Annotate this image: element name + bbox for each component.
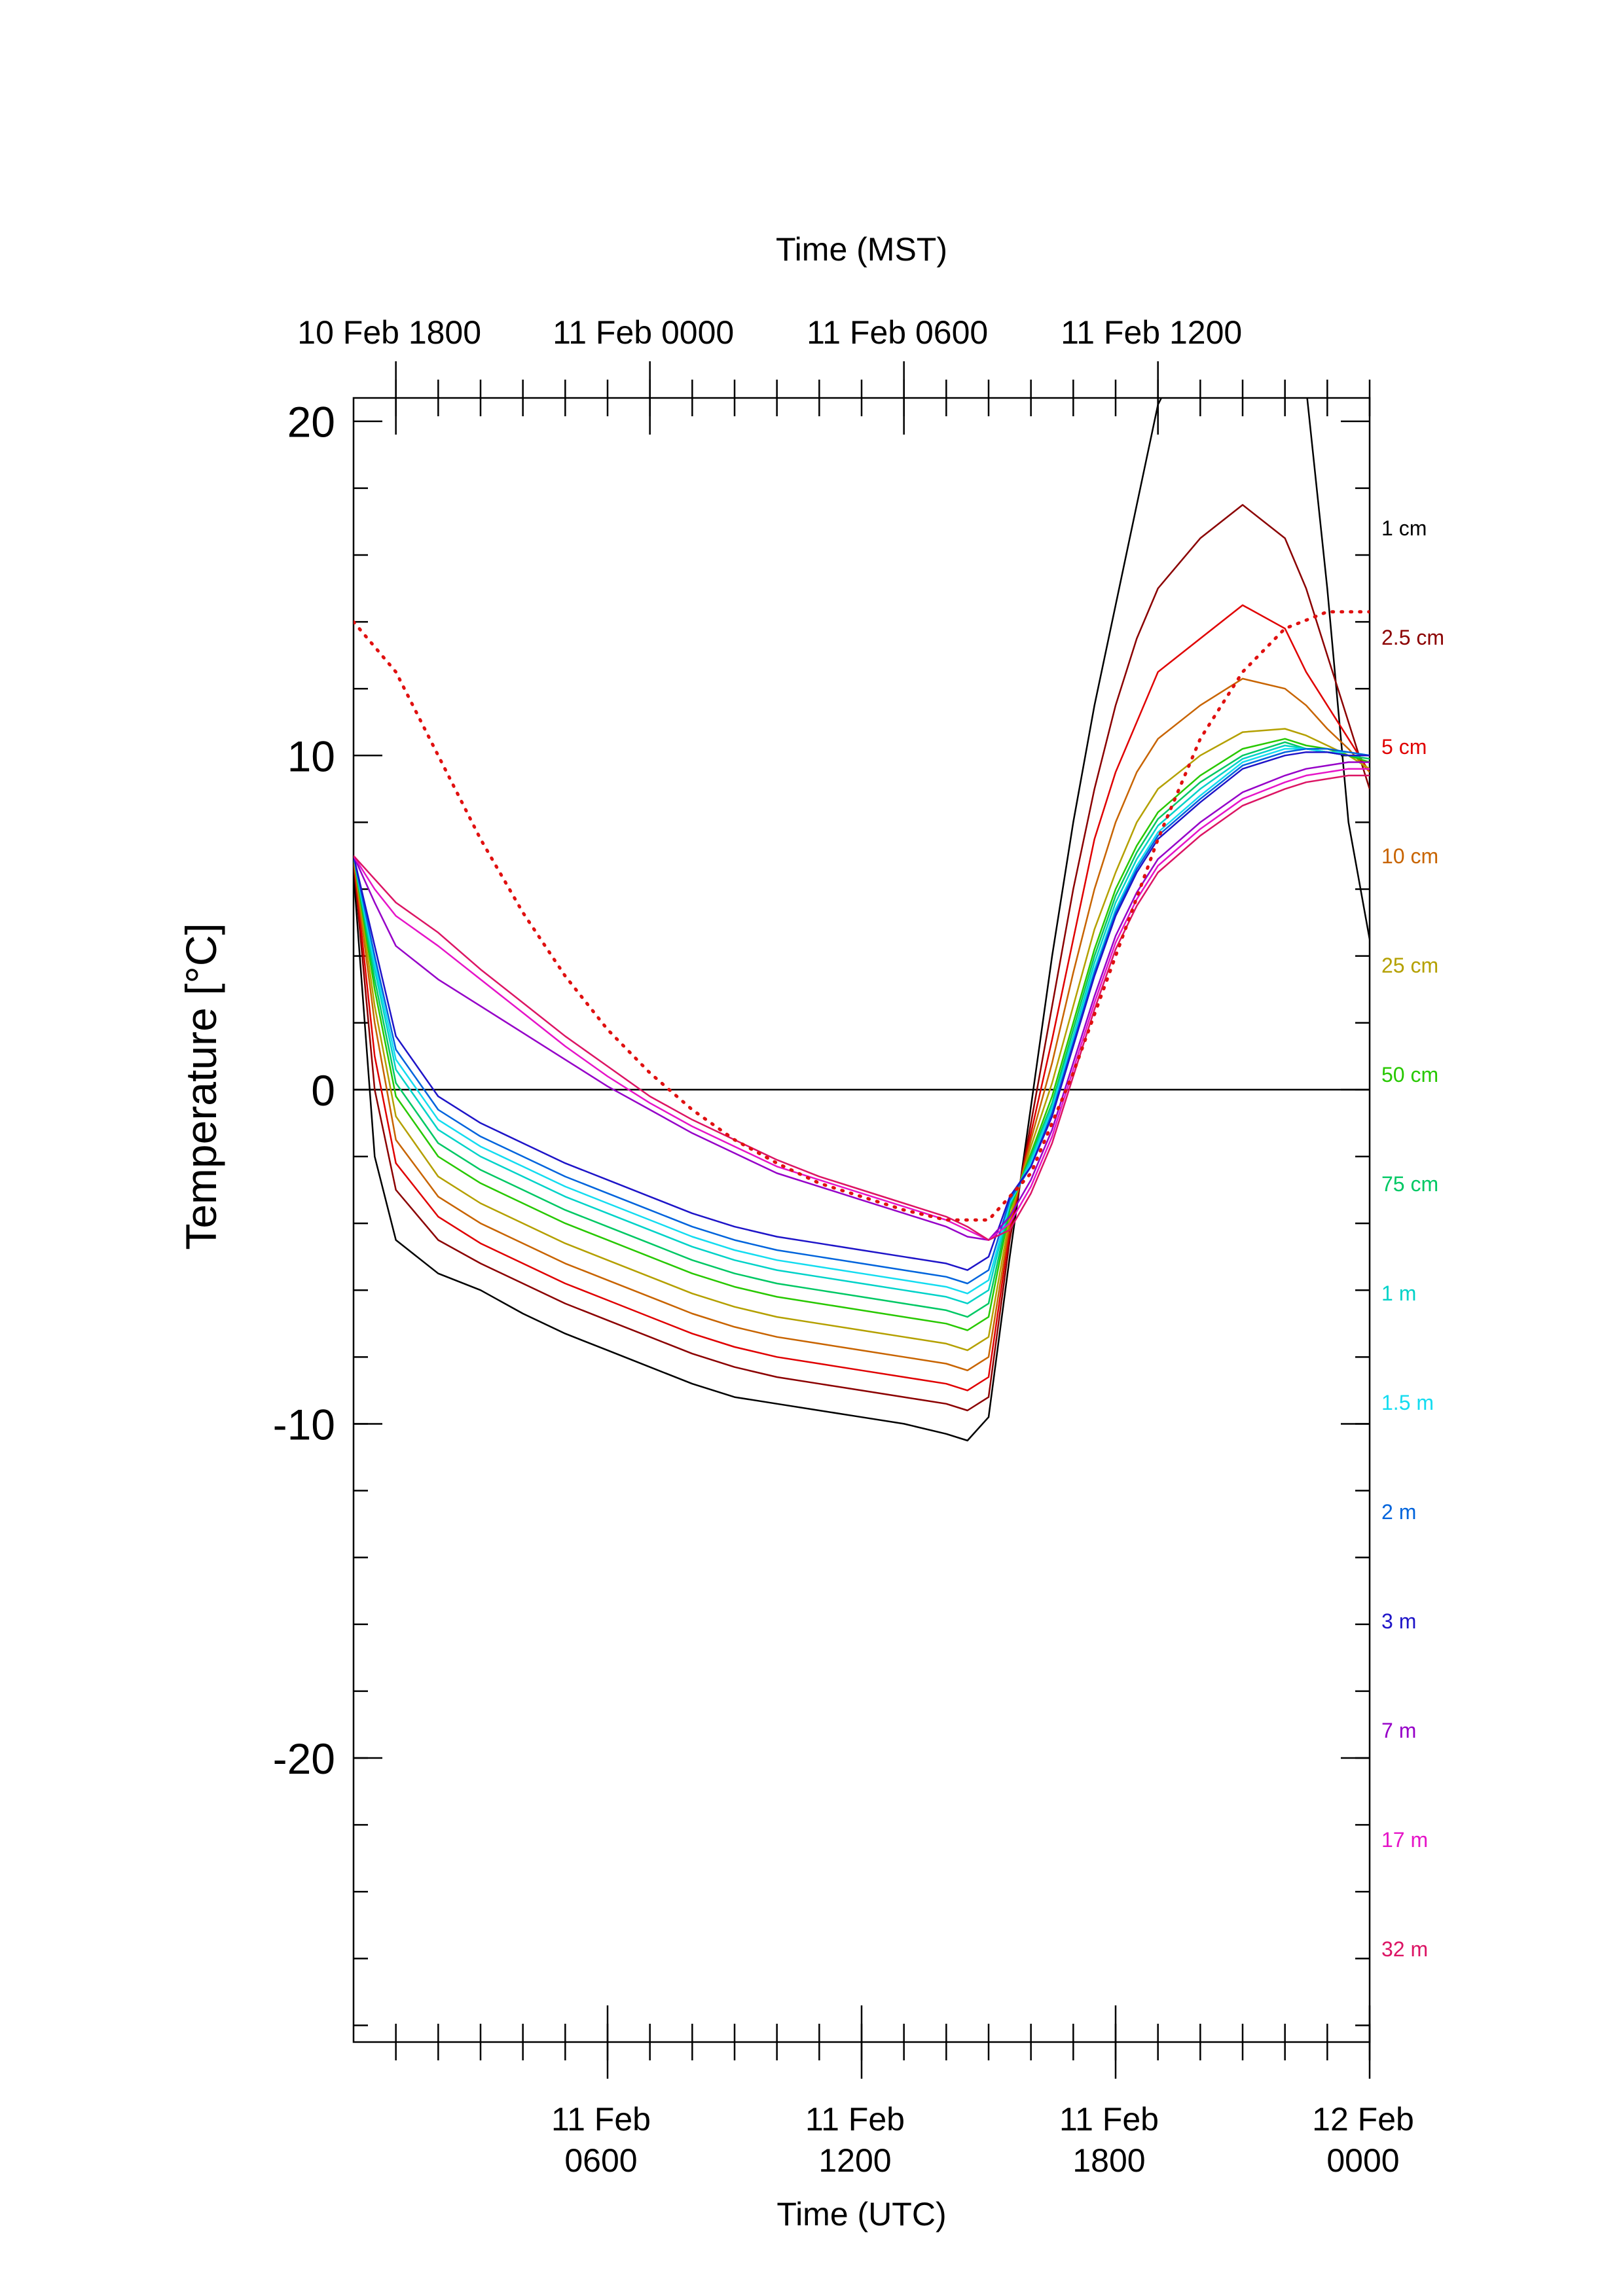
- legend-label: 1.5 m: [1381, 1391, 1434, 1414]
- bottom-tick-label-date: 11 Feb: [805, 2101, 905, 2138]
- y-tick-label: -20: [273, 1734, 335, 1783]
- series-25-cm: [354, 728, 1370, 1352]
- series-group: [354, 398, 1370, 1442]
- plot-border: [352, 397, 1371, 2043]
- legend-label: 3 m: [1381, 1609, 1416, 1633]
- legend-label: 32 m: [1381, 1937, 1428, 1961]
- legend-label: 17 m: [1381, 1828, 1428, 1852]
- y-tick-label: 20: [287, 398, 335, 446]
- legend-layer: 1 cm 2.5 cm 5 cm 10 cm 25 cm 50 cm 75 cm 1 m 1.5…: [1381, 516, 1444, 1961]
- y-tick-label: 10: [287, 732, 335, 780]
- top-tick-label: 11 Feb 1200: [1061, 314, 1242, 351]
- series-2-5-cm: [354, 504, 1370, 1412]
- y-tick-label: -10: [273, 1400, 335, 1448]
- legend-label: 1 m: [1381, 1282, 1416, 1305]
- top-axis-title: Time (MST): [776, 231, 947, 268]
- series-layer: [354, 398, 1370, 1442]
- series-1-5-m: [354, 747, 1370, 1295]
- dotted-reference-curve: [354, 610, 1370, 1222]
- legend-label: 75 cm: [1381, 1172, 1438, 1196]
- legend-label: 7 m: [1381, 1719, 1416, 1742]
- ticks-layer: 10 Feb 1800 11 Feb 0000 11 Feb 0600 11 Feb …: [273, 314, 1414, 2179]
- bottom-tick-label-time: 0000: [1326, 2142, 1399, 2179]
- series-2-m: [354, 747, 1370, 1285]
- bottom-tick-label-time: 1800: [1072, 2142, 1145, 2179]
- legend-label: 5 cm: [1381, 735, 1427, 759]
- series-3-m: [354, 751, 1370, 1271]
- series-1-m: [354, 744, 1370, 1304]
- legend-label: 1 cm: [1381, 516, 1427, 540]
- series-32-m: [354, 774, 1370, 1241]
- bottom-tick-label-date: 11 Feb: [1059, 2101, 1159, 2138]
- bottom-tick-label-time: 1200: [818, 2142, 891, 2179]
- legend-label: 25 cm: [1381, 954, 1438, 977]
- series-5-cm: [354, 604, 1370, 1391]
- y-axis-title: Temperature [°C]: [177, 923, 225, 1250]
- legend-label: 2 m: [1381, 1500, 1416, 1524]
- series-10-cm: [354, 677, 1370, 1372]
- bottom-tick-label-time: 0600: [564, 2142, 637, 2179]
- legend-label: 2.5 cm: [1381, 626, 1444, 649]
- series-75-cm: [354, 741, 1370, 1318]
- series-1-cm: [354, 398, 1370, 1442]
- bottom-tick-label-date: 12 Feb: [1312, 2101, 1414, 2138]
- plot-frame: [352, 397, 1371, 2043]
- top-tick-label: 10 Feb 1800: [297, 314, 481, 351]
- series-17-m: [354, 768, 1370, 1241]
- legend-label: 50 cm: [1381, 1063, 1438, 1086]
- series-7-m: [354, 761, 1370, 1241]
- top-tick-label: 11 Feb 0000: [553, 314, 734, 351]
- legend-label: 10 cm: [1381, 844, 1438, 868]
- bottom-tick-label-date: 11 Feb: [551, 2101, 651, 2138]
- y-tick-label: 0: [311, 1066, 335, 1115]
- series-50-cm: [354, 738, 1370, 1331]
- bottom-axis-title: Time (UTC): [776, 2196, 946, 2233]
- top-tick-label: 11 Feb 0600: [807, 314, 988, 351]
